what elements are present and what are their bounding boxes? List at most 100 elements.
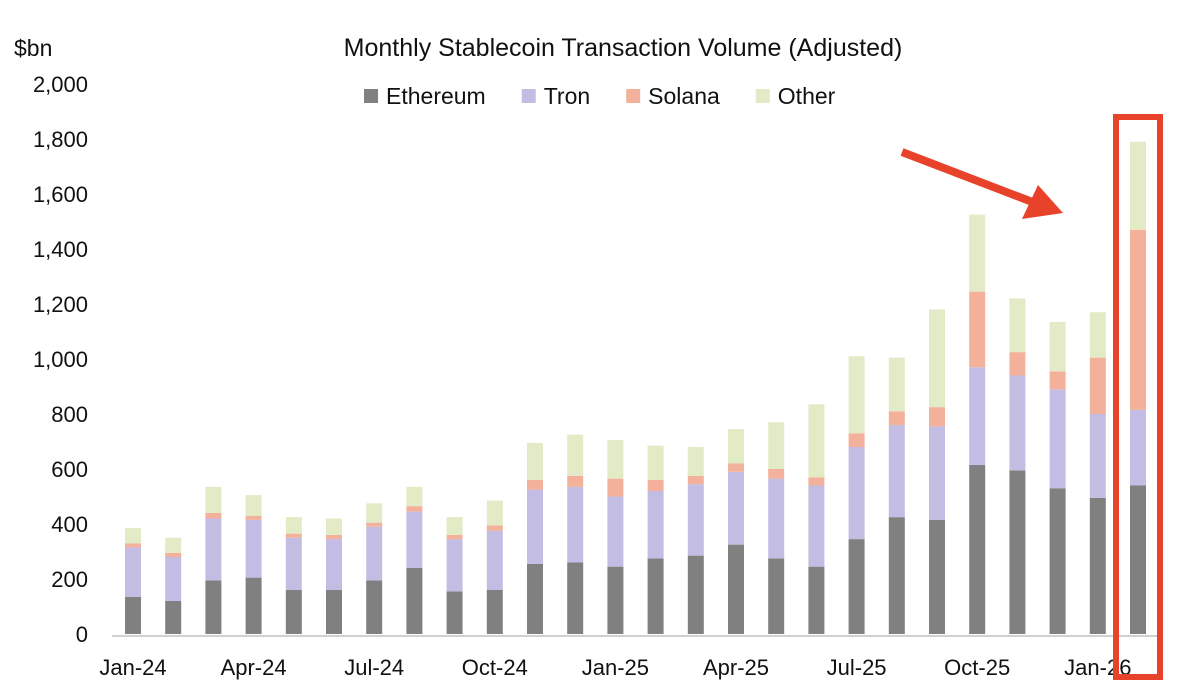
x-tick-label: Oct-24 xyxy=(462,655,528,680)
bar-segment-tron xyxy=(1009,375,1026,471)
bar-segment-other xyxy=(687,447,704,476)
bar-segment-ethereum xyxy=(687,555,704,634)
bar-segment-other xyxy=(285,517,302,534)
bar-segment-ethereum xyxy=(808,566,825,634)
bar-segment-other xyxy=(125,528,141,544)
bar-segment-ethereum xyxy=(768,558,785,634)
bar-segment-ethereum xyxy=(1130,485,1146,634)
y-tick-label: 1,400 xyxy=(33,237,88,262)
x-tick-label: Jan-24 xyxy=(99,655,166,680)
bar-stack-Aug-24 xyxy=(406,486,423,634)
y-tick-label: 1,000 xyxy=(33,347,88,372)
bar-segment-ethereum xyxy=(567,562,584,634)
bar-segment-ethereum xyxy=(1049,488,1066,634)
bar-segment-other xyxy=(205,486,222,513)
bar-segment-ethereum xyxy=(406,568,423,634)
bar-stack-Aug-25 xyxy=(888,357,905,634)
bar-segment-tron xyxy=(326,539,342,590)
bar-stack-May-24 xyxy=(285,517,302,634)
bar-segment-ethereum xyxy=(245,577,262,634)
bar-stack-May-25 xyxy=(768,422,785,634)
bar-segment-solana xyxy=(1009,352,1026,376)
bar-stack-Feb-25 xyxy=(647,445,664,634)
arrow-shaft xyxy=(900,148,1037,207)
bar-segment-ethereum xyxy=(1009,470,1026,634)
bar-stack-Dec-24 xyxy=(567,434,584,634)
bar-segment-tron xyxy=(486,530,503,590)
bar-segment-ethereum xyxy=(929,519,945,634)
bar-segment-solana xyxy=(607,478,624,497)
bar-segment-solana xyxy=(1049,371,1066,390)
bar-segment-solana xyxy=(486,525,503,531)
y-tick-label: 400 xyxy=(51,512,88,537)
bar-segment-solana xyxy=(728,463,744,472)
legend-swatch-solana xyxy=(626,89,641,103)
bar-segment-ethereum xyxy=(366,580,383,634)
bar-segment-other xyxy=(607,440,624,479)
bar-segment-tron xyxy=(969,367,986,465)
bar-segment-other xyxy=(165,537,182,553)
bar-segment-other xyxy=(969,214,986,292)
bar-segment-other xyxy=(768,422,785,469)
legend-label-other: Other xyxy=(778,83,836,109)
bar-segment-solana xyxy=(808,477,825,486)
bar-segment-solana xyxy=(929,407,945,427)
bar-segment-ethereum xyxy=(285,590,302,634)
bar-segment-other xyxy=(406,486,423,507)
bar-segment-other xyxy=(647,445,664,480)
bar-stack-Feb-24 xyxy=(165,537,182,634)
bar-segment-solana xyxy=(527,480,543,490)
bar-segment-solana xyxy=(888,411,905,425)
bar-segment-ethereum xyxy=(125,596,141,634)
bar-segment-solana xyxy=(406,506,423,512)
y-tick-label: 1,800 xyxy=(33,127,88,152)
bar-segment-tron xyxy=(446,539,463,592)
bar-stack-Feb-26 xyxy=(1130,141,1146,634)
bar-segment-solana xyxy=(125,543,141,548)
bar-segment-other xyxy=(326,518,342,535)
y-tick-label: 600 xyxy=(51,457,88,482)
bar-segment-solana xyxy=(848,433,865,447)
bar-segment-other xyxy=(1089,312,1106,358)
bar-segment-ethereum xyxy=(969,464,986,634)
x-tick-label: Apr-24 xyxy=(221,655,287,680)
chart-title: Monthly Stablecoin Transaction Volume (A… xyxy=(344,34,903,62)
bar-segment-solana xyxy=(1089,357,1106,414)
bar-stack-Jan-26 xyxy=(1089,312,1106,634)
bar-segment-ethereum xyxy=(1089,497,1106,634)
bar-stack-Nov-24 xyxy=(527,442,543,634)
bar-stack-Mar-25 xyxy=(687,447,704,634)
bar-segment-other xyxy=(567,434,584,476)
legend-swatch-other xyxy=(755,89,770,103)
y-tick-label: 2,000 xyxy=(33,72,88,97)
bar-segment-tron xyxy=(687,484,704,556)
arrow-head-icon xyxy=(1022,185,1063,219)
x-axis: Jan-24 Apr-24 Jul-24 Oct-24 Jan-25 Apr-25 Jul-… xyxy=(99,655,1131,680)
bar-stack-Dec-25 xyxy=(1049,321,1066,634)
bar-segment-other xyxy=(245,495,262,516)
legend-label-ethereum: Ethereum xyxy=(386,83,486,109)
bars xyxy=(125,141,1146,634)
bar-segment-ethereum xyxy=(647,558,664,634)
bar-segment-other xyxy=(486,500,503,526)
bar-segment-tron xyxy=(527,489,543,564)
bar-stack-Jan-25 xyxy=(607,440,624,634)
bar-stack-Oct-24 xyxy=(486,500,503,634)
x-tick-label: Jan-25 xyxy=(582,655,649,680)
bar-segment-tron xyxy=(768,478,785,559)
bar-segment-tron xyxy=(567,486,584,563)
legend-swatch-ethereum xyxy=(364,89,378,103)
x-tick-label: Oct-25 xyxy=(944,655,1010,680)
bar-stack-Nov-25 xyxy=(1009,298,1026,634)
bar-segment-solana xyxy=(245,515,262,520)
bar-segment-ethereum xyxy=(486,590,503,634)
bar-segment-other xyxy=(808,404,825,478)
bar-segment-tron xyxy=(647,491,664,559)
bar-segment-tron xyxy=(165,557,182,601)
y-tick-label: 800 xyxy=(51,402,88,427)
bar-segment-other xyxy=(446,517,463,535)
bar-stack-Sep-25 xyxy=(929,309,945,634)
bar-segment-other xyxy=(728,429,744,464)
bar-segment-ethereum xyxy=(165,601,182,634)
bar-segment-solana xyxy=(205,513,222,519)
